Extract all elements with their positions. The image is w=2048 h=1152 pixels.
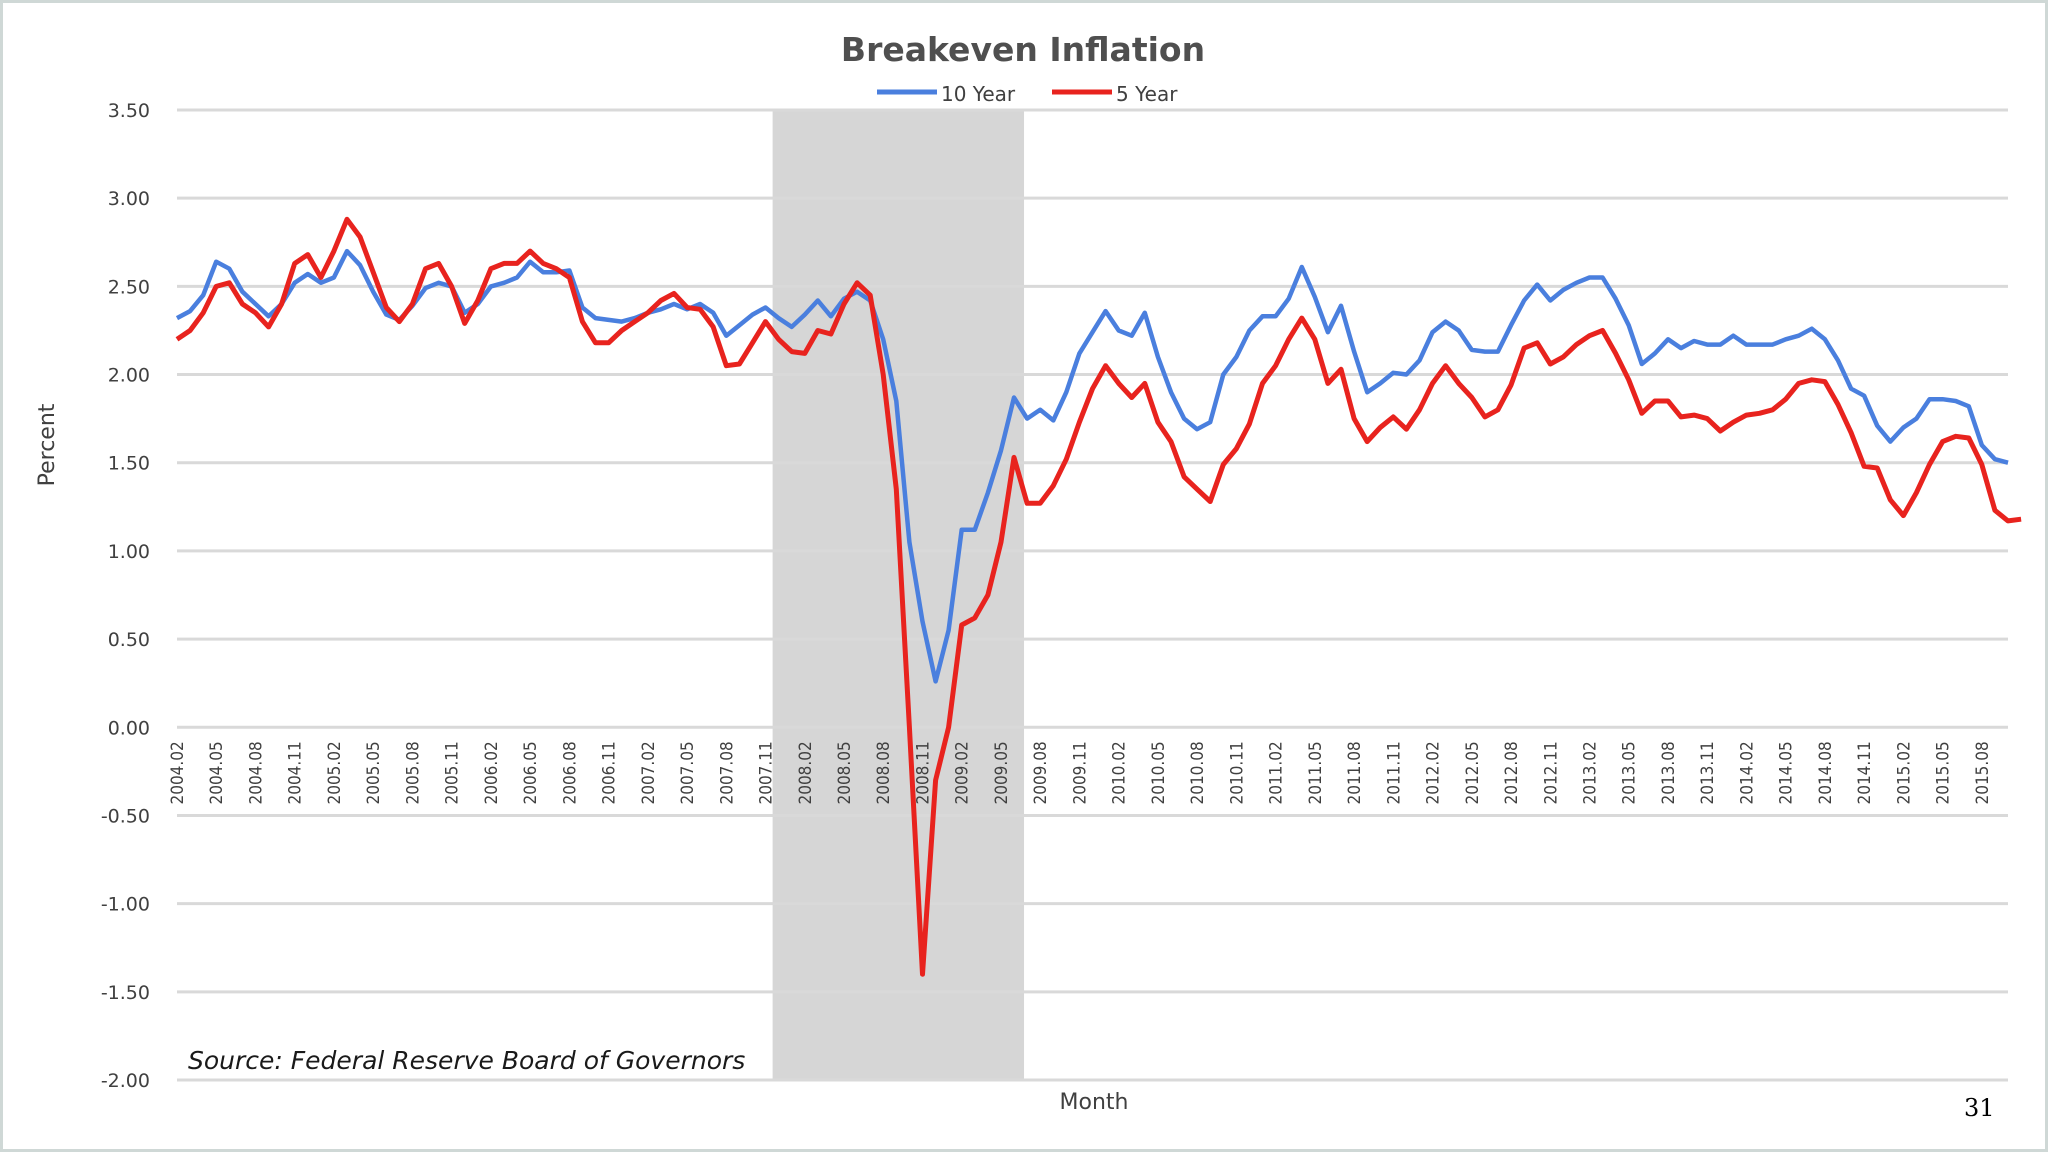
x-tick-label: 2013.08	[1659, 741, 1679, 804]
x-tick-label: 2010.08	[1188, 741, 1208, 804]
series-lines	[175, 216, 2022, 977]
y-axis-label: Percent	[35, 403, 60, 486]
y-tick-label: -2.00	[101, 1070, 150, 1092]
x-axis-ticks: 2004.02 2004.05 2004.08 2004.11 2005.02 2005.…	[168, 741, 1993, 804]
x-tick-label: 2004.11	[286, 741, 306, 804]
x-tick-label: 2008.08	[874, 741, 894, 804]
y-axis-ticks: 3.50 3.00 2.50 2.00 1.50 1.00 0.50 0.00 -0.50 -1.…	[101, 100, 150, 1092]
y-tick-label: 1.00	[108, 541, 150, 563]
x-tick-label: 2005.08	[403, 741, 423, 804]
x-tick-label: 2005.02	[325, 741, 345, 804]
x-tick-label: 2007.05	[678, 741, 698, 804]
x-tick-label: 2014.05	[1777, 741, 1797, 804]
x-tick-label: 2006.11	[600, 741, 620, 804]
x-tick-label: 2011.08	[1345, 741, 1365, 804]
gridlines	[177, 108, 2008, 1082]
y-tick-label: 0.50	[108, 629, 150, 651]
y-tick-label: 1.50	[108, 453, 150, 475]
y-tick-label: -1.00	[101, 894, 150, 916]
y-tick-label: -1.50	[101, 982, 150, 1004]
x-tick-label: 2010.05	[1149, 741, 1169, 804]
x-tick-label: 2008.05	[835, 741, 855, 804]
y-tick-label: 3.50	[108, 100, 150, 122]
x-tick-label: 2009.05	[992, 741, 1012, 804]
y-tick-label: 2.50	[108, 276, 150, 298]
y-tick-label: 0.00	[108, 717, 150, 739]
x-tick-label: 2012.08	[1502, 741, 1522, 804]
x-tick-label: 2006.05	[521, 741, 541, 804]
x-tick-label: 2011.05	[1306, 741, 1326, 804]
x-tick-label: 2008.02	[796, 741, 816, 804]
x-tick-label: 2015.08	[1973, 741, 1993, 804]
y-tick-label: -0.50	[101, 805, 150, 827]
x-tick-label: 2015.05	[1934, 741, 1954, 804]
x-tick-label: 2012.11	[1541, 741, 1561, 804]
legend-label-10-year: 10 Year	[941, 82, 1016, 106]
x-tick-label: 2012.05	[1463, 741, 1483, 804]
x-tick-label: 2007.08	[717, 741, 737, 804]
x-tick-label: 2007.11	[757, 741, 777, 804]
x-tick-label: 2007.02	[639, 741, 659, 804]
x-tick-label: 2006.02	[482, 741, 502, 804]
x-tick-label: 2010.11	[1227, 741, 1247, 804]
x-tick-label: 2004.08	[246, 741, 266, 804]
x-tick-label: 2005.05	[364, 741, 384, 804]
legend: 10 Year 5 Year	[877, 82, 1178, 106]
x-tick-label: 2004.02	[168, 741, 188, 804]
x-tick-label: 2014.11	[1855, 741, 1875, 804]
x-tick-label: 2015.02	[1894, 741, 1914, 804]
x-tick-label: 2013.02	[1580, 741, 1600, 804]
page-number: 31	[1964, 1094, 1995, 1122]
x-tick-label: 2014.08	[1816, 741, 1836, 804]
x-tick-label: 2009.11	[1070, 741, 1090, 804]
x-axis-label: Month	[1060, 1090, 1129, 1115]
x-tick-label: 2011.02	[1267, 741, 1287, 804]
x-tick-label: 2009.02	[953, 741, 973, 804]
x-tick-label: 2011.11	[1384, 741, 1404, 804]
x-tick-label: 2006.08	[560, 741, 580, 804]
y-tick-label: 2.00	[108, 365, 150, 387]
series-line-5-year	[175, 216, 2022, 977]
source-note: Source: Federal Reserve Board of Governo…	[188, 1046, 745, 1075]
legend-label-5-year: 5 Year	[1116, 82, 1178, 106]
x-tick-label: 2008.11	[913, 741, 933, 804]
y-tick-label: 3.00	[108, 188, 150, 210]
x-tick-label: 2005.11	[443, 741, 463, 804]
x-tick-label: 2013.05	[1620, 741, 1640, 804]
x-tick-label: 2004.05	[207, 741, 227, 804]
x-tick-label: 2009.08	[1031, 741, 1051, 804]
chart-title: Breakeven Inflation	[841, 30, 1205, 69]
x-tick-label: 2010.02	[1110, 741, 1130, 804]
series-line-10-year	[175, 248, 2009, 684]
x-tick-label: 2013.11	[1698, 741, 1718, 804]
x-tick-label: 2012.02	[1424, 741, 1444, 804]
recession-shading	[772, 110, 1025, 1080]
x-tick-label: 2014.02	[1737, 741, 1757, 804]
